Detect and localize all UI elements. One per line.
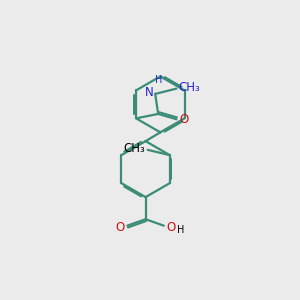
Text: CH₃: CH₃	[124, 142, 146, 155]
Text: H: H	[155, 75, 162, 85]
Text: O: O	[167, 221, 176, 234]
Text: CH₃: CH₃	[179, 81, 200, 94]
Text: H: H	[176, 225, 184, 235]
Text: N: N	[144, 86, 153, 99]
Text: O: O	[115, 221, 124, 234]
Text: O: O	[179, 113, 189, 126]
